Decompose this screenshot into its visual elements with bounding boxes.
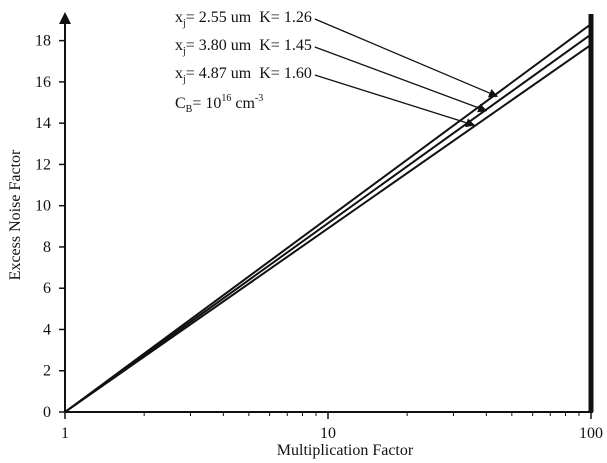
y-tick-label: 16 <box>35 74 51 91</box>
cb-note-eq: = 10 <box>192 95 221 112</box>
annotation-2-x: x <box>175 37 183 54</box>
y-tick-label: 6 <box>43 280 51 297</box>
annotation-3-x: x <box>175 65 183 82</box>
annotation-3-sub: j <box>182 74 186 85</box>
annotation-arrows <box>314 18 499 128</box>
annotation-1-x: x <box>175 9 183 26</box>
cb-note-exp: 16 <box>221 93 231 104</box>
y-tick-label: 14 <box>35 115 51 132</box>
y-tick-label: 18 <box>35 33 51 50</box>
annotation-2-value: = 3.80 um <box>186 37 252 54</box>
series-group <box>64 23 592 413</box>
x-tick-label: 100 <box>579 425 603 442</box>
annotation-arrow-2 <box>314 46 488 113</box>
annotation-3-k: K= 1.60 <box>259 65 312 82</box>
x-tick-label: 1 <box>61 425 69 442</box>
y-tick-label: 10 <box>35 198 51 215</box>
series-line-2 <box>64 33 592 413</box>
annotation-2-sub: j <box>182 46 186 57</box>
cb-note: CB= 1016 cm-3 <box>175 93 263 115</box>
y-tick-label: 8 <box>43 239 51 256</box>
cb-note-unit-exp: -3 <box>255 93 263 104</box>
x-axis-title: Multiplication Factor <box>277 442 414 459</box>
cb-note-unit: cm <box>231 95 255 112</box>
annotation-arrow-3 <box>314 74 476 128</box>
series-line-3 <box>64 43 592 413</box>
annotation-1: xj= 2.55 um K= 1.26 <box>175 9 312 29</box>
x-tick-label: 10 <box>320 425 336 442</box>
annotation-2: xj= 3.80 um K= 1.45 <box>175 37 312 57</box>
cb-note-c: C <box>175 95 186 112</box>
y-tick-label: 4 <box>43 321 51 338</box>
annotation-1-sub: j <box>182 18 186 29</box>
y-ticks: 0 2 4 6 8 10 12 14 16 18 <box>35 33 65 421</box>
annotation-arrow-1 <box>314 18 499 98</box>
x-ticks: 1 10 100 <box>61 412 603 442</box>
annotation-3-value: = 4.87 um <box>186 65 252 82</box>
y-axis-title: Excess Noise Factor <box>7 149 24 280</box>
annotation-1-value: = 2.55 um <box>186 9 252 26</box>
y-tick-label: 2 <box>43 363 51 380</box>
annotation-3: xj= 4.87 um K= 1.60 <box>175 65 312 85</box>
series-line-1 <box>64 23 592 413</box>
annotation-1-k: K= 1.26 <box>259 9 312 26</box>
annotation-2-k: K= 1.45 <box>259 37 312 54</box>
y-axis-arrow-icon <box>59 12 71 24</box>
y-tick-label: 12 <box>35 156 51 173</box>
cb-note-sub: B <box>186 104 193 115</box>
y-tick-label: 0 <box>43 404 51 421</box>
